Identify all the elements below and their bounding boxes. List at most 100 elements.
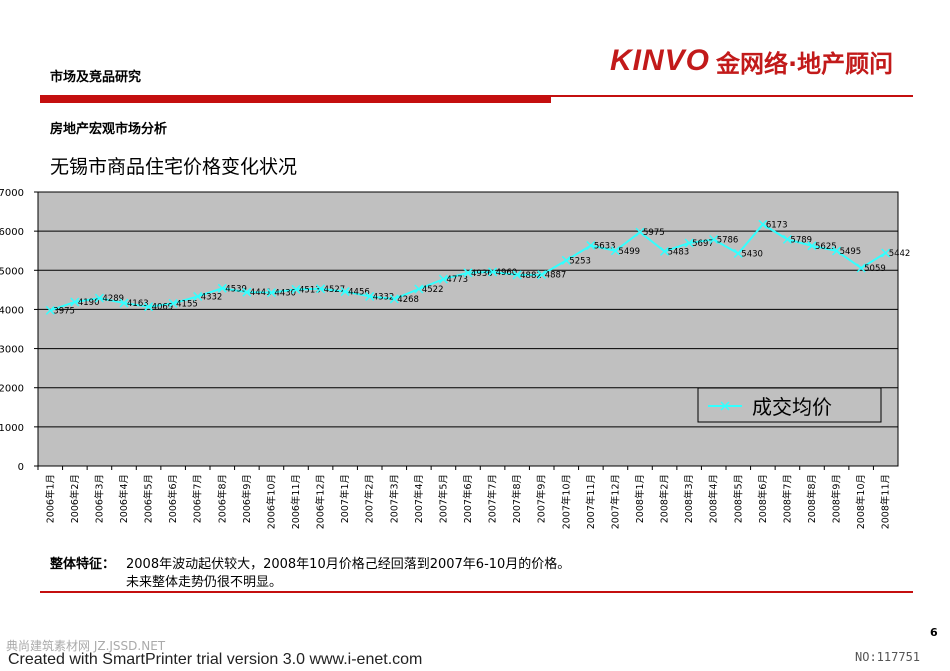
data-point [758,219,768,229]
data-label: 4522 [422,285,444,295]
page-number: 6 [930,626,938,639]
data-point [635,227,645,237]
logo-brand: KINVO [610,44,711,77]
data-label: 5633 [594,242,616,252]
plot-background [37,191,899,467]
y-tick-label: 4000 [0,305,24,316]
data-point [463,268,473,278]
plot-area: 0 1000 2000 3000 4000 5000 6000 7000 2006年1月 2006… [0,188,910,529]
x-tick-label: 2007年3月 [388,474,400,523]
data-point [266,288,276,298]
data-point [340,287,350,297]
x-tick-label: 2007年1月 [339,474,351,523]
x-tick-label: 2007年9月 [536,474,548,523]
y-tick-label: 2000 [0,384,24,395]
note-line-1: 2008年波动起伏较大，2008年10月价格己经回落到2007年6-10月的价格… [126,557,571,572]
x-tick-label: 2006年9月 [241,474,253,523]
x-tick-label: 2006年10月 [265,474,277,529]
x-tick-label: 2006年1月 [44,474,56,523]
data-label: 4268 [397,295,419,305]
data-label: 6173 [766,220,788,230]
data-label: 5625 [815,242,837,252]
x-tick-label: 2006年12月 [315,474,327,529]
data-label: 4190 [78,298,100,308]
data-point [709,234,719,245]
x-tick-label: 2006年2月 [69,474,81,523]
data-label: 4289 [102,294,124,304]
data-point [168,298,178,308]
x-tick-label: 2008年2月 [659,474,671,523]
x-tick-label: 2007年11月 [585,474,597,529]
data-point [512,270,522,280]
y-tick-label: 1000 [0,423,24,434]
x-tick-label: 2007年12月 [609,474,621,529]
x-tick-label: 2008年7月 [781,474,793,523]
data-point [782,234,792,244]
x-tick-label: 2006年11月 [290,474,302,529]
x-tick-label: 2008年11月 [880,474,892,529]
data-point [144,302,154,312]
chart-title: 无锡市商品住宅价格变化状况 [50,156,298,178]
company-logo: KINVO 金网络·地产顾问 [610,44,893,78]
x-tick-label: 2007年8月 [511,474,523,523]
data-label: 5975 [643,228,665,238]
y-tick-label: 0 [18,462,24,473]
x-tick-label: 2008年10月 [855,474,867,529]
footer-rule [40,591,913,593]
data-point [807,241,817,251]
header-rule-thin [551,95,913,97]
data-point [733,248,743,258]
x-tick-label: 2006年4月 [118,474,130,523]
y-tick-label: 3000 [0,345,24,356]
data-point [365,291,375,301]
data-label: 5442 [889,249,911,259]
legend-label: 成交均价 [752,395,832,419]
data-point [488,267,498,277]
watermark-id: NO:117751 [855,650,921,664]
data-point [660,246,670,256]
data-label: 5059 [864,264,886,274]
x-tick-label: 2008年1月 [634,474,646,523]
x-tick-label: 2008年5月 [732,474,744,523]
data-point [881,248,891,258]
data-point [610,246,620,256]
data-label: 4773 [446,275,468,285]
data-point [242,287,252,297]
data-label: 5499 [618,247,640,257]
data-point [561,255,571,265]
x-tick-label: 2006年5月 [143,474,155,523]
x-tick-label: 2006年8月 [216,474,228,523]
data-point [70,297,80,307]
data-label: 5495 [840,247,862,257]
data-point [832,246,842,256]
data-point [94,293,104,303]
data-label: 4163 [127,299,149,309]
note-label: 整体特征： [50,557,116,572]
y-tick-label: 7000 [0,188,24,199]
data-label: 4513 [299,285,321,295]
data-label: 4332 [373,292,395,302]
data-point [316,284,326,294]
data-label: 4441 [250,288,272,298]
data-label: 4155 [176,299,198,309]
data-label: 5253 [569,256,591,266]
data-label: 4960 [496,268,518,278]
data-label: 5483 [668,247,690,257]
data-point [414,284,424,294]
data-point [438,274,448,284]
footer-credit: Created with SmartPrinter trial version … [8,651,423,668]
data-point [856,263,866,273]
data-point [291,284,301,294]
header-rule-thick [40,95,551,103]
x-tick-label: 2007年2月 [364,474,376,523]
x-tick-label: 2008年9月 [831,474,843,523]
logo-subtitle: 金网络·地产顾问 [716,49,894,78]
data-label: 4332 [201,292,223,302]
data-label: 4882 [520,271,542,281]
x-tick-label: 2006年7月 [192,474,204,523]
x-tick-label: 2007年4月 [413,474,425,523]
data-point [217,283,227,293]
data-point [389,294,399,304]
x-tick-label: 2008年6月 [757,474,769,523]
x-tick-label: 2007年7月 [487,474,499,523]
